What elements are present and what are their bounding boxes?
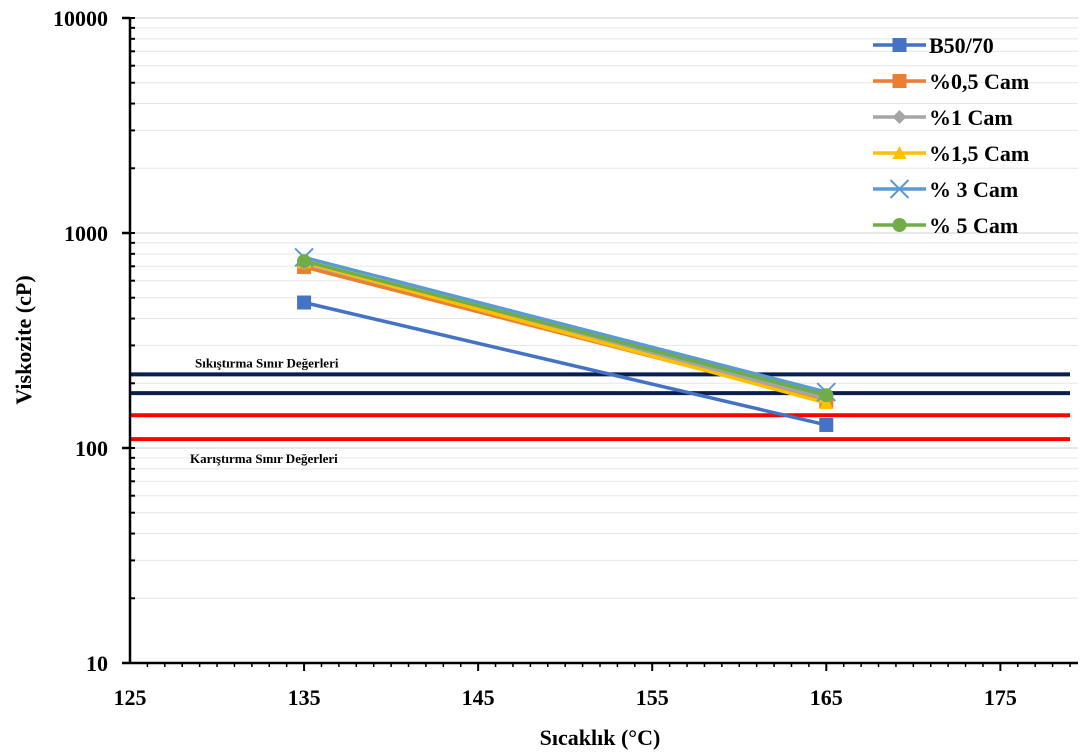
y-tick-label: 100: [75, 436, 108, 461]
x-tick-label: 135: [288, 685, 321, 710]
data-point-b50-70: [819, 417, 834, 432]
series-line-1-5-cam: [303, 260, 827, 405]
x-axis-title: Sıcaklık (°C): [540, 725, 661, 750]
y-axis-title: Viskozite (cP): [11, 275, 36, 404]
legend-marker: [892, 110, 907, 124]
series-line-b50-70: [303, 300, 827, 427]
legend-label: %1 Cam: [929, 105, 1013, 130]
x-tick-label: 125: [114, 685, 147, 710]
legend: B50/70 %0,5 Cam %1 Cam %1,5 Cam % 3 Cam % 5 C…: [873, 33, 1029, 238]
reference-line-label: Karıştırma Sınır Değerleri: [190, 451, 338, 466]
legend-marker: [892, 74, 907, 88]
y-tick-label: 10: [86, 651, 108, 676]
axis-text: Sıkıştırma Sınır Değerleri Karıştırma Sın…: [11, 6, 1017, 750]
data-point-b50-70: [297, 295, 312, 310]
legend-label: %0,5 Cam: [929, 69, 1029, 94]
y-tick-label: 1000: [64, 221, 108, 246]
x-tick-label: 175: [984, 685, 1017, 710]
x-tick-label: 145: [462, 685, 495, 710]
data-series: [294, 247, 837, 432]
axes: [122, 16, 1078, 671]
data-point-1-5-cam: [819, 395, 834, 409]
grid-lines: [130, 17, 1078, 599]
legend-label: % 5 Cam: [929, 213, 1018, 238]
legend-label: % 3 Cam: [929, 177, 1018, 202]
data-point-5-cam: [297, 254, 312, 269]
series-line-3-cam: [303, 255, 827, 394]
legend-marker: [892, 146, 907, 159]
legend-label: %1,5 Cam: [929, 141, 1029, 166]
reference-lines: [130, 372, 1070, 442]
x-tick-label: 155: [636, 685, 669, 710]
y-tick-label: 10000: [53, 6, 108, 31]
legend-marker: [889, 179, 910, 199]
data-point-5-cam: [819, 388, 834, 403]
legend-label: B50/70: [929, 33, 994, 58]
legend-marker: [892, 218, 907, 232]
reference-line-label: Sıkıştırma Sınır Değerleri: [195, 355, 339, 370]
x-tick-label: 165: [810, 685, 843, 710]
series-line-5-cam: [303, 259, 827, 397]
legend-marker: [892, 38, 907, 52]
